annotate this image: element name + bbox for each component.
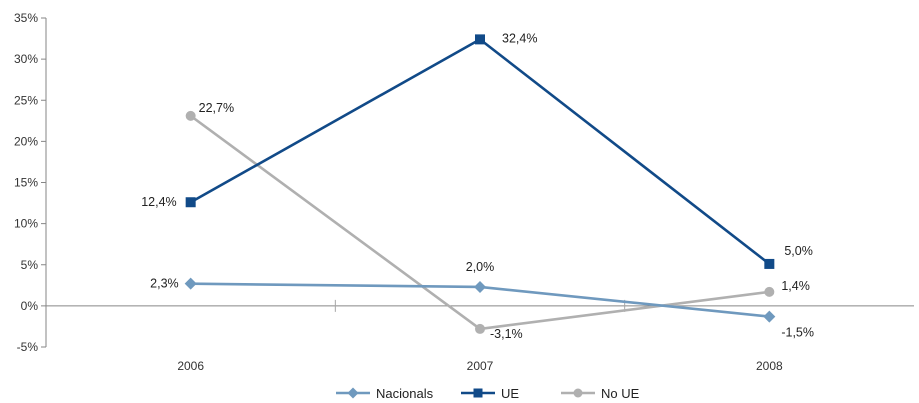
data-label: 32,4%: [502, 31, 537, 45]
legend-label: Nacionals: [376, 386, 434, 401]
data-label: -3,1%: [490, 327, 523, 341]
y-tick-label: 20%: [14, 134, 38, 148]
data-label: 12,4%: [141, 195, 176, 209]
chart-legend: Nacionals UE No UE: [336, 386, 640, 401]
legend-swatch-marker: [347, 387, 359, 399]
legend-swatch-marker: [473, 388, 483, 398]
y-tick-label: 5%: [21, 258, 39, 272]
x-tick-label: 2007: [467, 359, 494, 373]
x-tick-label: 2008: [756, 359, 783, 373]
y-tick-label: 10%: [14, 217, 38, 231]
data-label: -1,5%: [781, 326, 814, 340]
data-label: 2,3%: [150, 277, 179, 291]
y-tick-label: 0%: [21, 299, 39, 313]
data-point: [764, 258, 775, 269]
data-label: 22,7%: [199, 101, 234, 115]
data-point: [185, 197, 196, 208]
y-tick-label: -5%: [17, 340, 39, 354]
data-point: [475, 34, 485, 45]
data-label: 5,0%: [784, 244, 813, 258]
series-line: [189, 114, 770, 331]
y-tick-label: 25%: [14, 93, 38, 107]
data-point: [184, 277, 197, 290]
series-line: [190, 38, 771, 265]
data-label: 1,4%: [781, 279, 810, 293]
y-tick-label: 15%: [14, 176, 38, 190]
series-markers: [184, 34, 776, 334]
x-tick-label: 2006: [177, 359, 204, 373]
data-point: [763, 310, 776, 323]
data-label: 2,0%: [466, 260, 495, 274]
data-point: [185, 110, 196, 121]
data-point: [474, 280, 486, 293]
legend-label: No UE: [601, 386, 640, 401]
legend-swatch-marker: [573, 388, 583, 398]
y-tick-label: 35%: [14, 11, 38, 25]
y-tick-label: 30%: [14, 52, 38, 66]
data-point: [764, 286, 775, 297]
data-point: [475, 323, 485, 334]
data-labels: 2,3% 2,0% -1,5% 12,4% 32,4% 5,0% 22,7% -3,1% 1,4…: [141, 31, 814, 341]
chart-axes: -5% 0% 5% 10% 15% 20% 25% 30% 35% 2006 2007 2008: [14, 11, 914, 373]
legend-label: UE: [501, 386, 519, 401]
